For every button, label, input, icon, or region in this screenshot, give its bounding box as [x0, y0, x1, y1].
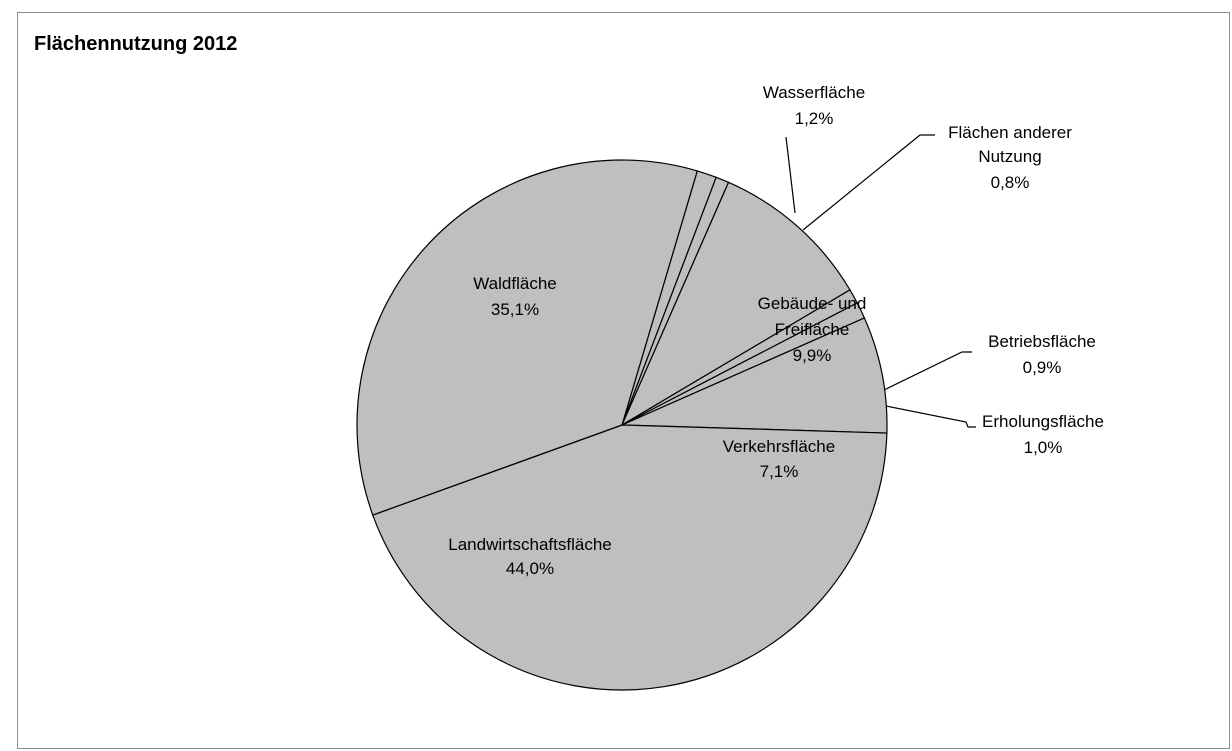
- slice-labels: Wasserfläche 1,2% Flächen anderer Nutzung 0,…: [448, 83, 1104, 578]
- slice-name-label: Freifläche: [775, 320, 850, 339]
- slice-value-label: 7,1%: [760, 462, 799, 481]
- slice-value-label: 1,2%: [795, 109, 834, 128]
- pie-slice-landwirtschaftsfläche: [371, 424, 888, 691]
- slice-name-label: Verkehrsfläche: [723, 437, 835, 456]
- slice-name-label: Gebäude- und: [758, 294, 867, 313]
- chart-title: Flächennutzung 2012: [34, 33, 238, 55]
- pie-slice-verkehrsfläche: [621, 317, 888, 434]
- slice-name-label: Flächen anderer: [948, 123, 1072, 142]
- slice-value-label: 44,0%: [506, 559, 554, 578]
- slice-name-label: Waldfläche: [473, 274, 556, 293]
- slice-name-label: Landwirtschaftsfläche: [448, 535, 611, 554]
- slice-name-label: Erholungsfläche: [982, 412, 1104, 431]
- leader-line: [885, 405, 976, 428]
- slice-value-label: 35,1%: [491, 300, 539, 319]
- pie-slice-gebäude-und-freifläche: [620, 181, 851, 427]
- slice-value-label: 1,0%: [1024, 438, 1063, 457]
- leader-line: [802, 134, 935, 231]
- slice-value-label: 9,9%: [793, 346, 832, 365]
- slice-name-label: Betriebsfläche: [988, 332, 1096, 351]
- slice-name-label: Nutzung: [978, 147, 1041, 166]
- slice-value-label: 0,9%: [1023, 358, 1062, 377]
- pie-slices: [356, 159, 888, 691]
- leader-line: [785, 136, 796, 214]
- leader-line: [883, 351, 972, 391]
- slice-name-label: Wasserfläche: [763, 83, 865, 102]
- leader-lines: [785, 134, 976, 428]
- slice-value-label: 0,8%: [991, 173, 1030, 192]
- pie-slice-waldfläche: [356, 159, 699, 516]
